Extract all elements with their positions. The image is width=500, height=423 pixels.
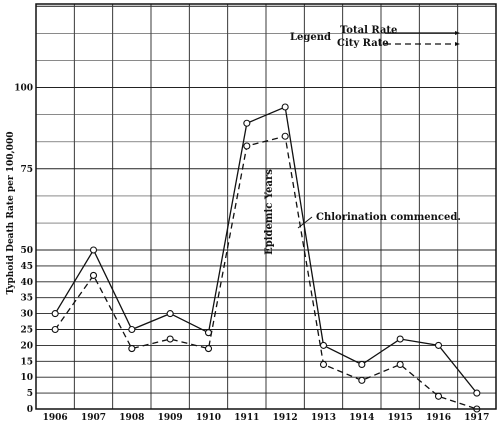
data-point-total-rate — [91, 247, 97, 253]
legend: Legend Total Rate City Rate — [290, 25, 460, 49]
legend-title: Legend — [290, 32, 331, 43]
x-tick-label: 1907 — [81, 413, 106, 423]
x-tick-label: 1906 — [43, 413, 68, 423]
x-tick-label: 1909 — [158, 413, 183, 423]
y-tick-label: 75 — [20, 165, 33, 175]
y-tick-label: 45 — [20, 262, 33, 272]
x-tick-label: 1914 — [349, 413, 374, 423]
x-tick-label: 1916 — [426, 413, 451, 423]
data-point-total-rate — [359, 361, 365, 367]
data-point-total-rate — [167, 311, 173, 317]
legend-label-city-rate: City Rate — [337, 38, 389, 49]
data-point-city-rate — [206, 346, 212, 352]
y-tick-label: 25 — [20, 326, 33, 336]
data-point-total-rate — [436, 342, 442, 348]
x-tick-label: 1917 — [464, 413, 489, 423]
chlorination-annotation-text: Chlorination commenced. — [316, 212, 461, 223]
data-point-city-rate — [321, 361, 327, 367]
data-point-total-rate — [321, 342, 327, 348]
data-point-city-rate — [359, 377, 365, 383]
data-point-city-rate — [129, 346, 135, 352]
data-point-city-rate — [167, 336, 173, 342]
data-point-city-rate — [52, 327, 58, 333]
y-tick-label: 5 — [27, 389, 33, 399]
data-point-city-rate — [436, 393, 442, 399]
x-tick-label: 1912 — [273, 413, 298, 423]
x-tick-label: 1910 — [196, 413, 221, 423]
x-tick-label: 1908 — [119, 413, 144, 423]
y-tick-label: 50 — [20, 246, 33, 256]
data-point-total-rate — [244, 120, 250, 126]
x-tick-label: 1915 — [388, 413, 413, 423]
y-tick-label: 35 — [20, 294, 33, 304]
data-point-total-rate — [282, 104, 288, 110]
data-point-total-rate — [397, 336, 403, 342]
data-point-city-rate — [282, 133, 288, 139]
y-tick-label: 15 — [20, 357, 33, 367]
legend-label-total-rate: Total Rate — [340, 25, 397, 36]
x-tick-label: 1911 — [234, 413, 259, 423]
y-tick-label: 20 — [20, 341, 33, 351]
y-tick-label: 100 — [14, 84, 33, 94]
chlorination-annotation: Chlorination commenced. — [298, 212, 461, 228]
data-point-total-rate — [474, 390, 480, 396]
y-tick-label: 10 — [20, 373, 33, 383]
y-tick-label: 30 — [20, 310, 33, 320]
data-point-city-rate — [397, 361, 403, 367]
y-axis-label: Typhoid Death Rate per 100,000 — [6, 132, 16, 295]
data-point-total-rate — [129, 327, 135, 333]
data-point-city-rate — [91, 272, 97, 278]
x-tick-label: 1913 — [311, 413, 336, 423]
y-tick-label: 0 — [27, 405, 33, 415]
data-point-total-rate — [52, 311, 58, 317]
data-point-city-rate — [244, 143, 250, 149]
epidemic-years-annotation: Epidemic Years — [264, 169, 275, 255]
y-tick-label: 40 — [20, 278, 33, 288]
